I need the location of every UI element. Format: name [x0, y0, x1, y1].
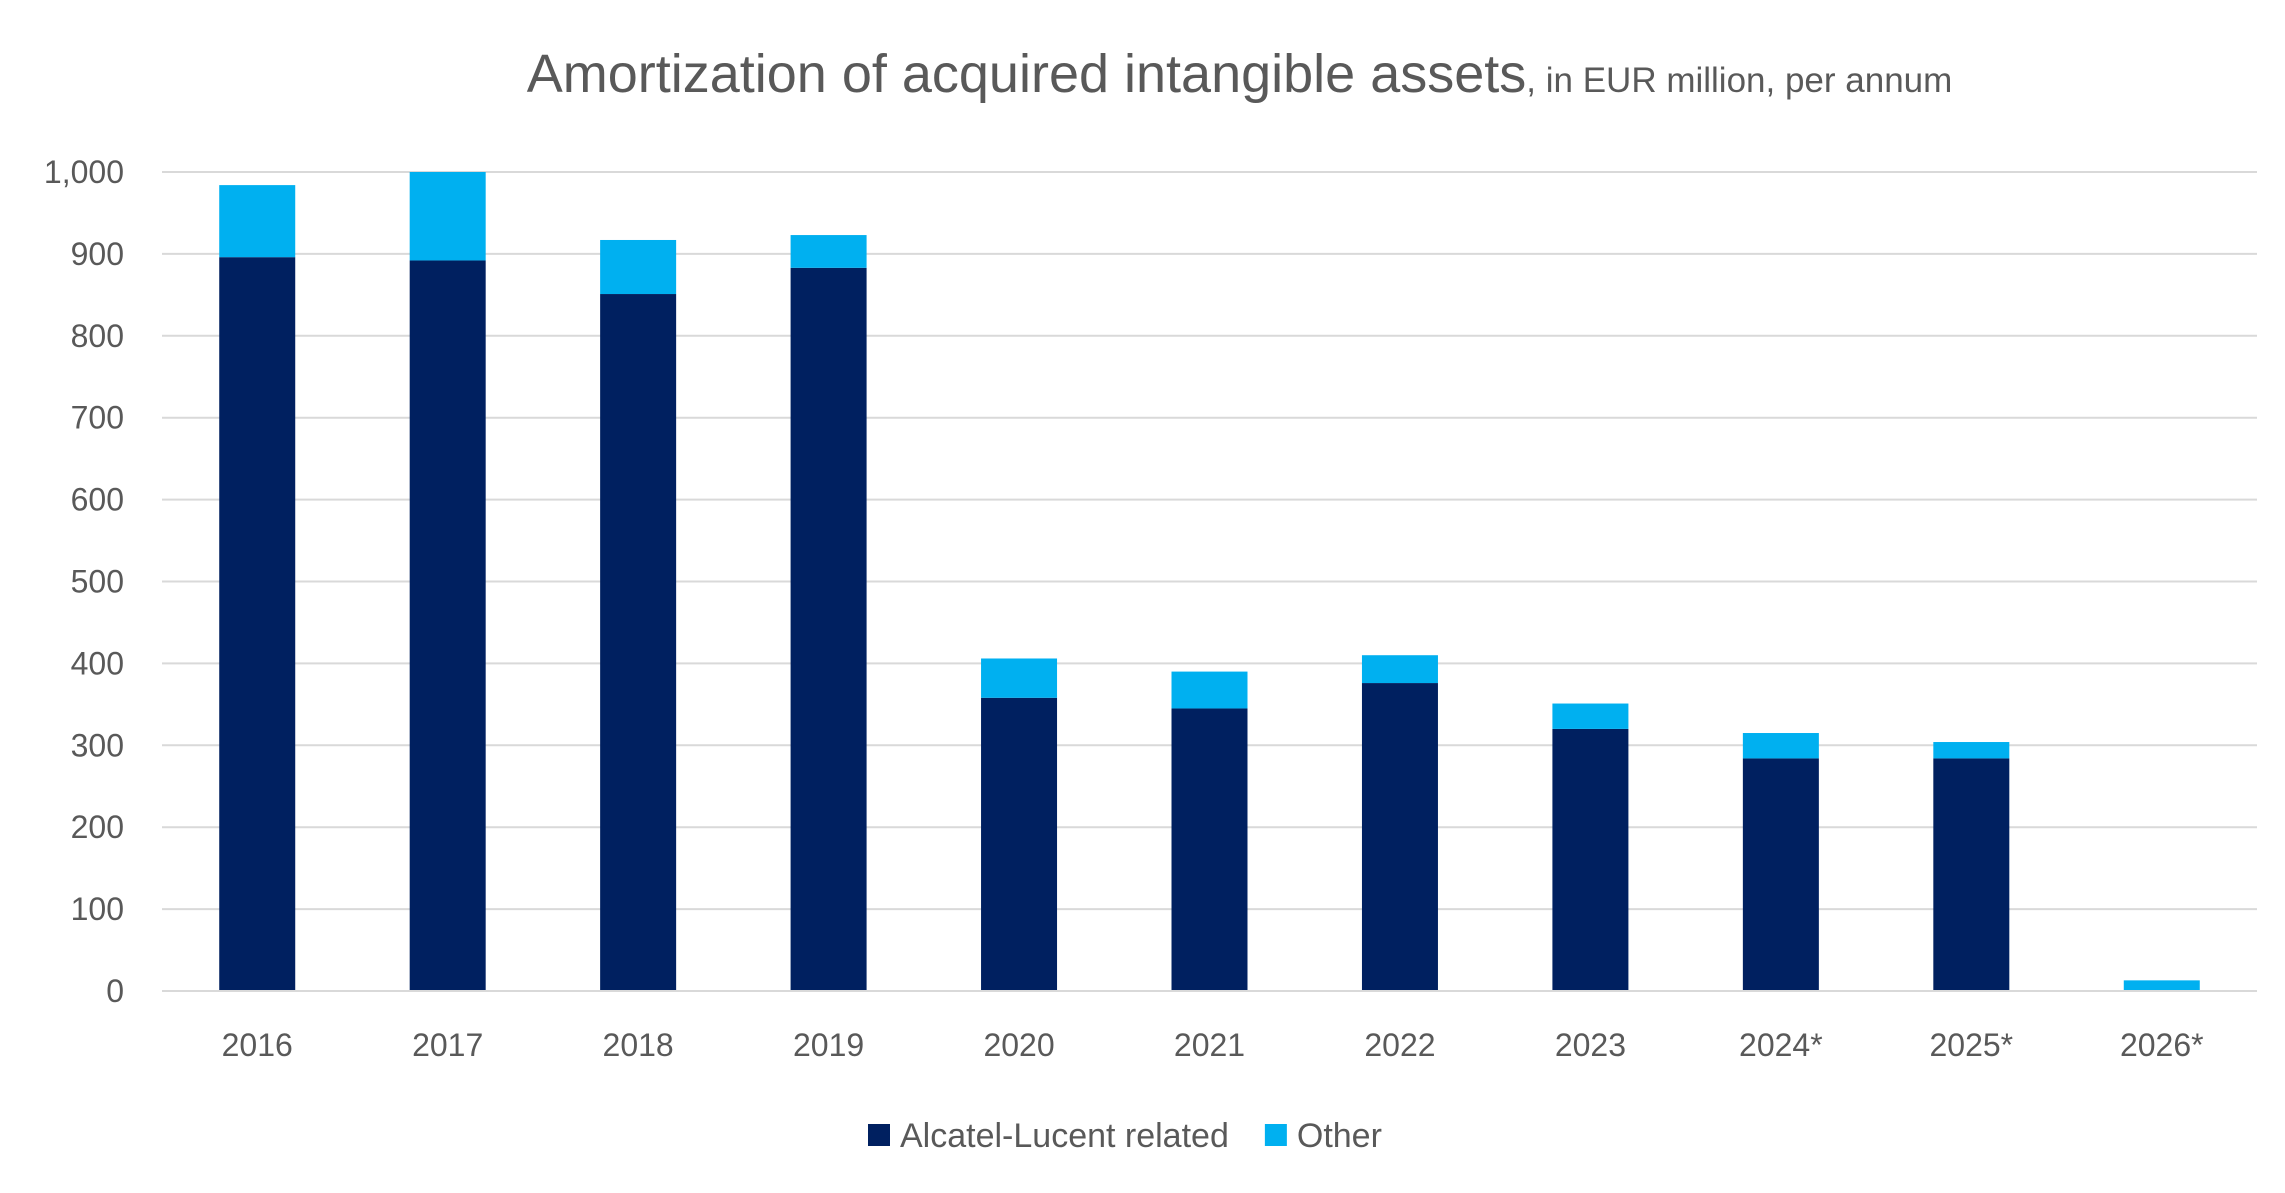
chart-title: Amortization of acquired intangible asse… [527, 44, 1953, 104]
x-tick-label: 2021 [1174, 1027, 1245, 1063]
legend-swatch [1264, 1124, 1287, 1146]
bar-alcatel-lucent-2025 [1933, 758, 2010, 991]
bar-alcatel-lucent-2023 [1552, 728, 1629, 991]
x-tick-label: 2024* [1739, 1027, 1823, 1063]
y-axis: 0 100 200 300 400 500 600 700 800 900 1,000 [44, 154, 124, 1009]
bar-alcatel-lucent-2018 [600, 294, 677, 991]
y-tick-label: 900 [71, 236, 124, 272]
bar-other-2025 [1933, 742, 2010, 759]
bar-other-2023 [1552, 703, 1629, 729]
x-tick-label: 2025* [1929, 1027, 2013, 1063]
bar-other-2016 [219, 185, 296, 258]
x-axis: 2016 2017 2018 2019 2020 2021 2022 2023 2024* 202… [162, 990, 2257, 1063]
legend: Alcatel-Lucent related Other [868, 1117, 1382, 1155]
bar-other-2024 [1742, 733, 1819, 759]
x-tick-label: 2022 [1364, 1027, 1435, 1063]
bar-alcatel-lucent-2017 [409, 260, 486, 991]
bar-alcatel-lucent-2016 [219, 257, 296, 991]
y-tick-label: 200 [71, 809, 124, 845]
bar-other-2018 [600, 239, 677, 295]
x-tick-label: 2019 [793, 1027, 864, 1063]
y-tick-label: 100 [71, 891, 124, 927]
legend-swatch [868, 1124, 890, 1146]
x-tick-label: 2023 [1555, 1027, 1626, 1063]
x-tick-label: 2026* [2120, 1027, 2204, 1063]
y-tick-label: 0 [106, 973, 124, 1009]
bar-other-2019 [790, 235, 867, 268]
bar-other-2026 [2123, 980, 2200, 991]
y-tick-label: 500 [71, 564, 124, 600]
bars [219, 172, 2200, 991]
y-tick-label: 600 [71, 482, 124, 518]
bar-alcatel-lucent-2019 [790, 267, 867, 991]
bar-other-2020 [981, 658, 1058, 698]
bar-alcatel-lucent-2022 [1361, 683, 1438, 991]
chart-subtitle: , in EUR million, per annum [1526, 61, 1952, 100]
bar-alcatel-lucent-2024 [1742, 758, 1819, 991]
y-tick-label: 300 [71, 727, 124, 763]
bar-other-2021 [1171, 671, 1248, 709]
y-tick-label: 1,000 [44, 154, 124, 190]
gridlines [162, 171, 2257, 992]
legend-label: Alcatel-Lucent related [900, 1117, 1229, 1155]
x-tick-label: 2016 [222, 1027, 293, 1063]
x-tick-label: 2020 [983, 1027, 1054, 1063]
bar-other-2022 [1361, 655, 1438, 684]
x-tick-label: 2017 [412, 1027, 483, 1063]
legend-label: Other [1297, 1117, 1382, 1155]
bar-other-2017 [409, 172, 486, 261]
y-tick-label: 800 [71, 318, 124, 354]
bar-alcatel-lucent-2021 [1171, 708, 1248, 991]
chart-title-main: Amortization of acquired intangible asse… [527, 44, 1527, 104]
y-tick-label: 400 [71, 645, 124, 681]
y-tick-label: 700 [71, 400, 124, 436]
x-tick-label: 2018 [603, 1027, 674, 1063]
bar-alcatel-lucent-2020 [981, 697, 1058, 991]
